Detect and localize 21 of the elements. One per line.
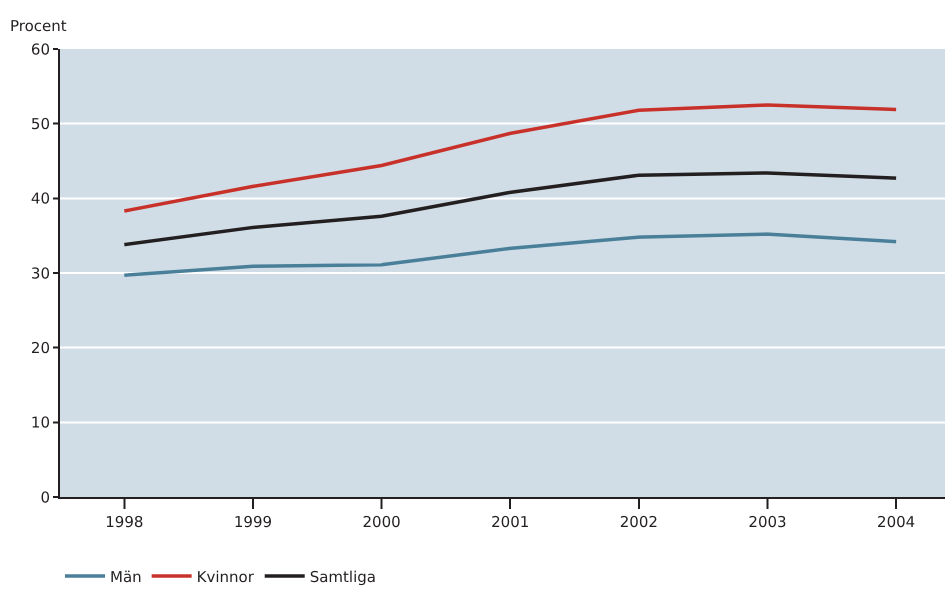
x-tick-label: 2004: [877, 513, 916, 531]
y-tick-label: 20: [30, 338, 50, 357]
y-tick-label: 60: [30, 40, 50, 58]
x-tick-label: 2000: [362, 513, 401, 531]
x-tick-label: 2002: [620, 513, 658, 531]
line-series: [122, 232, 898, 277]
y-tick-label: 0: [40, 488, 50, 506]
x-tick-label: 2003: [748, 513, 787, 531]
legend-label: Kvinnor: [196, 568, 255, 586]
y-tick-label: 30: [30, 264, 50, 282]
x-tick-label: 2001: [491, 513, 530, 531]
x-tick-label: 1999: [234, 513, 272, 531]
y-tick-label: 10: [30, 414, 50, 432]
y-tick-label: 40: [30, 190, 50, 208]
x-tick-label: 1998: [105, 513, 144, 531]
y-axis-title: Procent: [10, 17, 67, 35]
line-series: [122, 171, 898, 246]
line-series: [122, 103, 898, 213]
legend-label: Samtliga: [310, 568, 376, 586]
legend-label: Män: [110, 568, 142, 586]
y-tick-label: 50: [30, 114, 50, 133]
